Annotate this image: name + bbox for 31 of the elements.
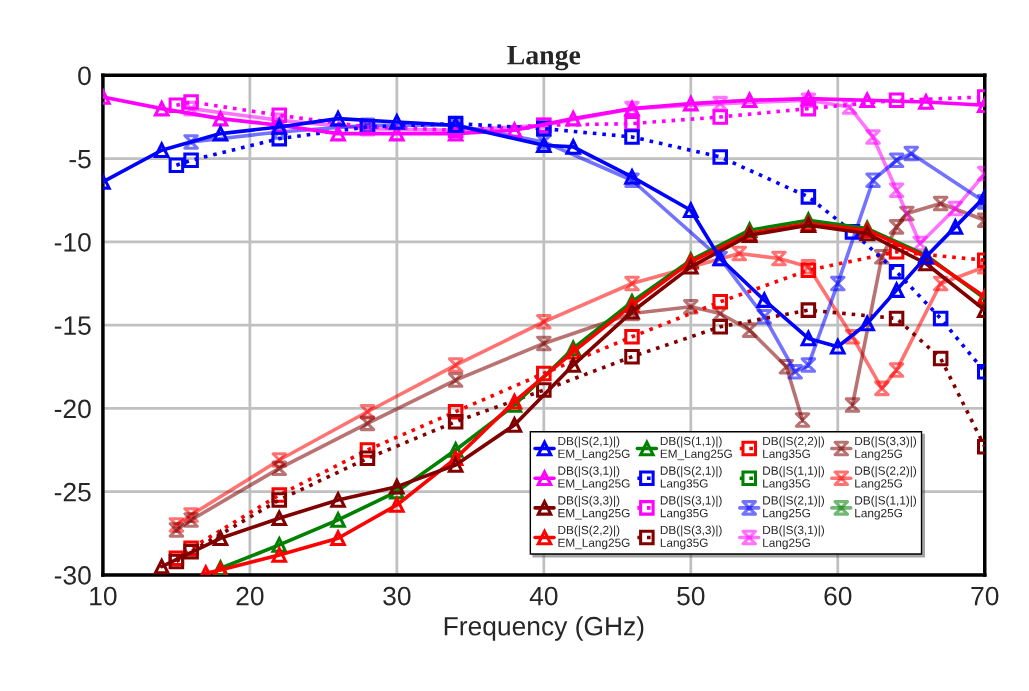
x-tick-label: 10: [90, 586, 117, 606]
legend-label: DB(|S(1,1)|) Lang35G: [763, 466, 825, 490]
legend-label: DB(|S(3,3)|) EM_Lang25G: [558, 495, 630, 520]
x-tick-label: 30: [383, 586, 411, 606]
y-tick-label: -20: [54, 399, 91, 419]
y-tick-label: -30: [54, 566, 91, 585]
legend-label: DB(|S(3,1)|) EM_Lang25G: [558, 466, 630, 490]
y-tick-label: -10: [54, 232, 91, 252]
legend-label: DB(|S(1,1)|) Lang25G: [855, 495, 917, 520]
y-tick-label: 0: [78, 66, 91, 86]
legend-label: DB(|S(2,1)|) Lang35G: [660, 466, 722, 490]
legend-label: DB(|S(2,1)|) Lang25G: [763, 495, 825, 520]
y-tick-label: -25: [54, 482, 91, 502]
x-tick-label: 40: [529, 586, 558, 606]
y-tick-label: -5: [69, 149, 91, 169]
legend-label: DB(|S(1,1)|) EM_Lang25G: [660, 436, 732, 461]
legend-label: DB(|S(3,3)|) Lang35G: [660, 525, 722, 550]
x-tick-label: 60: [824, 586, 852, 606]
legend-label: DB(|S(2,2)|) Lang25G: [855, 466, 917, 490]
legend-label: DB(|S(2,2)|) Lang35G: [763, 436, 825, 461]
legend-label: DB(|S(3,1)|) Lang35G: [660, 495, 722, 520]
x-tick-label: 70: [971, 586, 999, 606]
legend-label: DB(|S(3,1)|) Lang25G: [763, 525, 825, 550]
y-tick-label: -15: [54, 316, 91, 335]
chart-title: Lange: [507, 46, 581, 71]
x-axis-title: Frequency (GHz): [444, 616, 644, 641]
x-tick-label: 20: [236, 586, 264, 606]
legend-label: DB(|S(3,3)|) Lang25G: [855, 436, 917, 461]
legend-label: DB(|S(2,2)|) EM_Lang25G: [558, 525, 630, 550]
legend-label: DB(|S(2,1)|) EM_Lang25G: [558, 436, 630, 461]
x-tick-label: 50: [677, 586, 705, 606]
